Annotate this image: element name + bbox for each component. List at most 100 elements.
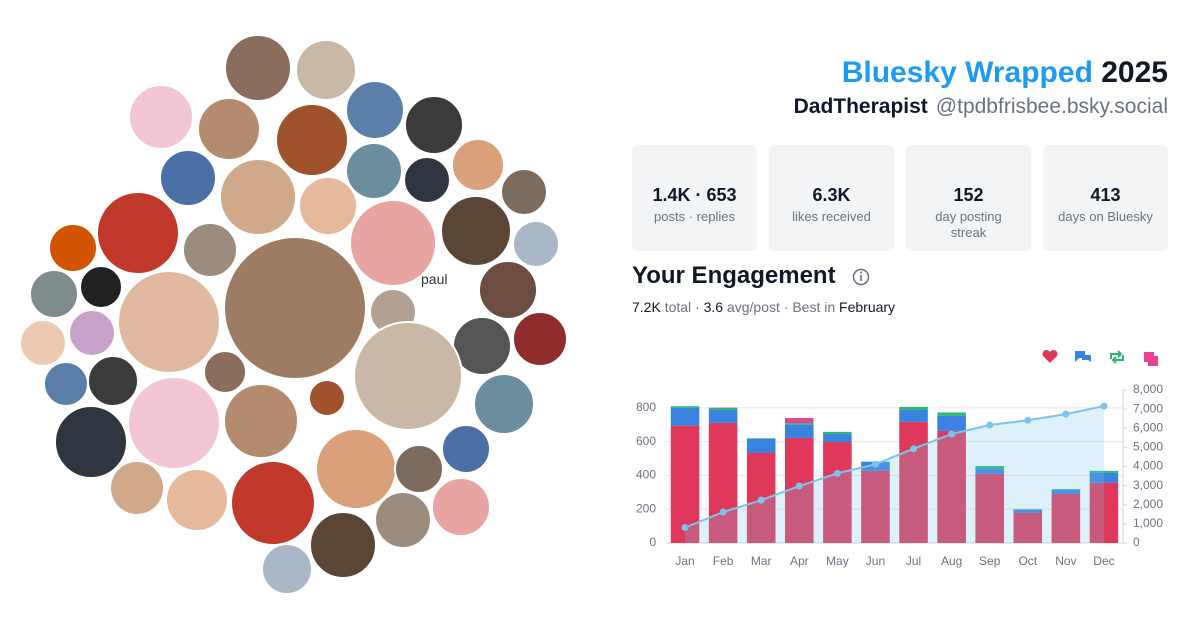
line-point [986,421,994,429]
avatar [440,195,512,267]
x-tick-label: Dec [1093,554,1114,568]
y2-tick-label: 3,000 [1133,478,1163,492]
avatar [349,199,437,287]
title-brand: Bluesky Wrapped [841,56,1093,89]
bar-segment [1013,509,1043,513]
avatar [295,39,357,101]
bar-segment [937,415,966,431]
bar-segment [1089,472,1119,483]
avatar [473,373,535,435]
stat-label: likes received [792,209,871,224]
display-name: DadTherapist [793,95,928,118]
info-icon [852,268,870,286]
bar-segment [975,473,1004,543]
avatar [128,84,194,150]
bar-segment [975,469,1004,474]
avatar [182,222,238,278]
bar-segment [937,412,966,416]
bar-segment [1089,470,1119,473]
x-tick-label: Sep [979,554,1001,568]
summary-part: 3.6 [703,299,724,315]
bar-segment [708,422,738,543]
line-point [757,496,765,504]
avatar [500,168,548,216]
avatar [404,95,464,155]
avatar [315,428,397,510]
summary-part: 7.2K [632,299,661,315]
bar-segment [1051,489,1081,490]
avatar [451,138,505,192]
broken-image-alt: paul [421,271,448,287]
x-tick-label: Jun [866,554,885,568]
y-tick-label: 0 [649,535,656,549]
avatar [223,236,367,380]
line-point [833,469,841,477]
stat-value: 152 [953,185,984,205]
avatar [109,460,165,516]
legend-toggle[interactable] [1110,350,1124,364]
stat-card: 1.4K · 653 posts · replies [632,145,757,251]
line-point [719,508,727,516]
avatar [353,321,463,431]
avatar [441,424,491,474]
avatar [230,460,316,546]
stat-label: days on Bluesky [1058,209,1153,224]
avatar [87,355,139,407]
x-tick-label: Aug [941,554,962,568]
avatar [96,191,180,275]
line-point [948,430,956,438]
y-tick-label: 600 [636,434,656,448]
user-handle: DadTherapist @tpdbfrisbee.bsky.social [794,95,1168,119]
x-tick-label: Jan [675,554,694,568]
avatar [43,361,89,407]
x-tick-label: Jul [906,554,921,568]
bar-segment [785,424,814,438]
avatar [309,511,377,579]
y2-tick-label: 2,000 [1133,497,1163,511]
stat-card: 152 day posting streak [906,145,1031,251]
line [684,405,1105,529]
line-point [1062,410,1070,418]
avatar [219,158,297,236]
y2-tick-label: 6,000 [1133,420,1163,434]
stat-value: 413 [1090,185,1121,205]
y2-tick-label: 4,000 [1133,459,1163,473]
avatar [68,309,116,357]
y2-tick-label: 8,000 [1133,382,1163,396]
bar-segment [899,421,928,543]
avatar [374,491,432,549]
line-point [910,445,918,453]
stat-value: 1.4K · 653 [652,185,737,205]
x-tick-label: Oct [1018,554,1037,568]
summary-part: February [839,299,896,315]
y-tick-label: 400 [636,468,656,482]
stat-label: day posting streak [935,209,1002,240]
info-icon [860,271,862,274]
bar-segment [746,438,776,439]
avatar [165,468,229,532]
bar-segment [975,465,1004,470]
bar-segment [899,409,928,422]
legend-toggle[interactable] [1042,349,1058,363]
avatar [345,142,403,200]
bar-segment [785,418,814,424]
x-tick-label: May [826,554,849,568]
avatar [19,319,67,367]
bar-segment [670,407,700,426]
avatar [512,311,568,367]
avatar [203,350,247,394]
bar-segment [1089,482,1119,543]
stat-card: 413 days on Bluesky [1043,145,1168,251]
line-point [681,524,689,532]
bar-segment [1051,489,1081,495]
legend-toggle[interactable] [1075,351,1091,362]
stat-card: 6.3K likes received [769,145,894,251]
bar-segment [708,407,738,410]
bar-segment [937,430,966,543]
x-tick-label: Apr [790,554,809,568]
avatar [275,103,349,177]
avatar [261,543,313,595]
legend-toggle[interactable] [1144,352,1158,366]
